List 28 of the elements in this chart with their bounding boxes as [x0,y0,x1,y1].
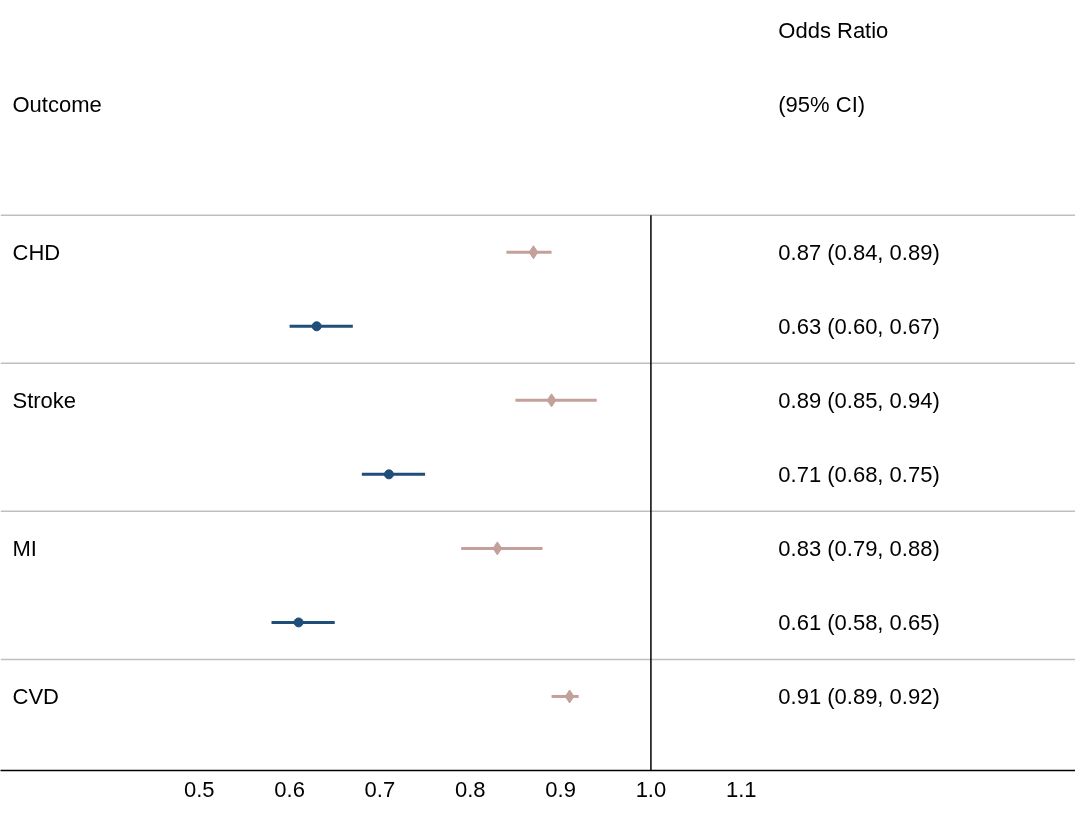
annotation: 0.83 (0.79, 0.88) [778,535,940,561]
x-tick-label: 1.0 [635,776,667,802]
text: Odds Ratio [778,17,889,43]
annotation: 0.71 (0.68, 0.75) [778,461,940,487]
y-tick-label: Stroke [12,387,77,413]
x-tick-label: 0.5 [183,776,215,802]
y-tick-label: CHD [12,239,61,265]
annotation: 0.89 (0.85, 0.94) [778,387,940,413]
annotation: 0.87 (0.84, 0.89) [778,239,940,265]
x-tick-label: 0.6 [274,776,305,802]
point [564,689,575,704]
x-tick-label: 0.7 [364,776,396,802]
point [492,541,503,556]
x-tick-label: 1.1 [725,776,757,802]
point [293,617,304,628]
annotation: 0.91 (0.89, 0.92) [778,683,940,709]
point [528,245,539,260]
x-tick-label: 0.9 [545,776,576,802]
x-tick-label: 0.8 [454,776,486,802]
y-axis-title: Outcome [12,91,102,117]
point [383,469,394,480]
point [311,321,322,332]
text: (95% CI) [778,91,866,117]
annotation: 0.61 (0.58, 0.65) [778,609,940,635]
point [546,393,557,408]
y-tick-label: CVD [12,683,59,709]
y-tick-label: MI [12,535,37,561]
annotation: 0.63 (0.60, 0.67) [778,313,940,339]
